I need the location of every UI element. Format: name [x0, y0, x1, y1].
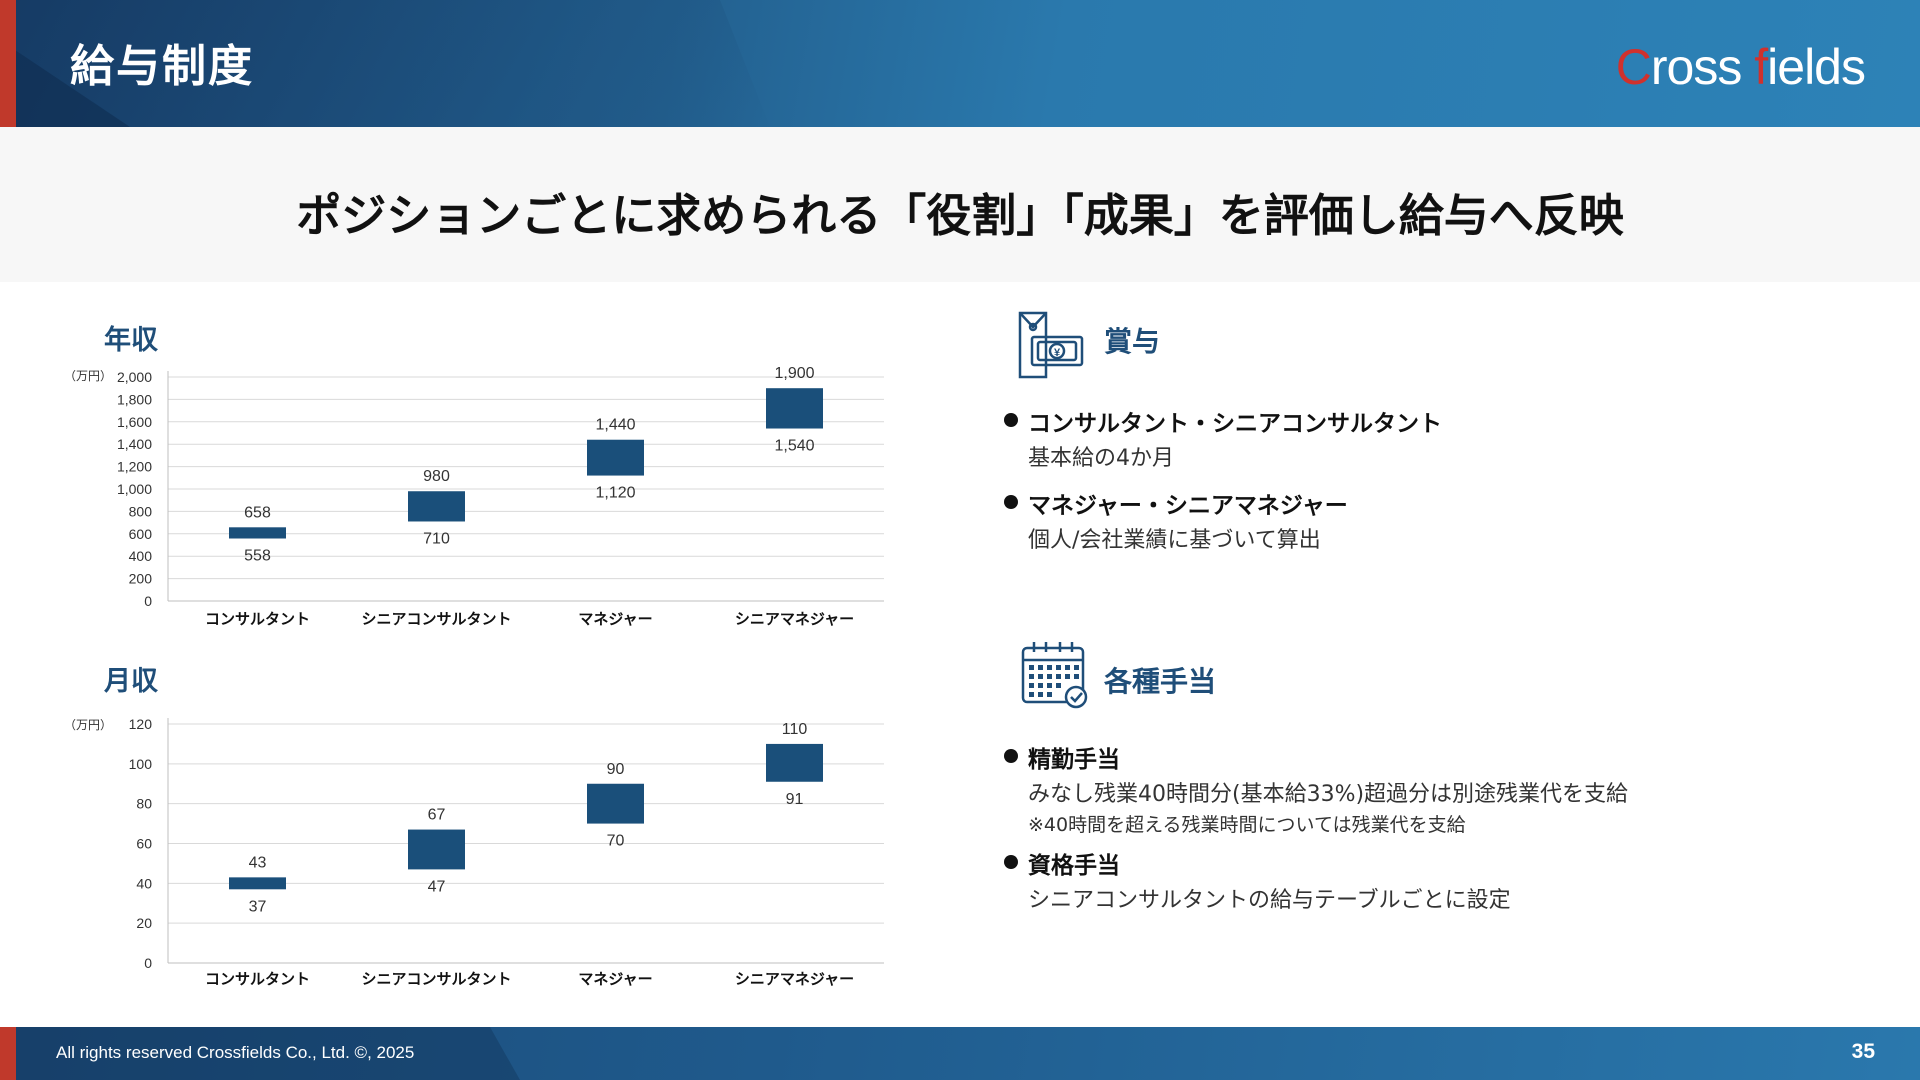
- salary-range-bar: [587, 783, 644, 824]
- calendar-check-icon: [1020, 640, 1090, 714]
- bar-high-label: 658: [244, 504, 271, 521]
- header-bar: 給与制度 Cross fields: [0, 0, 1920, 127]
- y-tick-label: 80: [136, 796, 152, 812]
- y-tick-label: 200: [129, 571, 153, 587]
- salary-range-bar: [408, 491, 465, 522]
- bullet-dot: [1004, 495, 1018, 509]
- bar-high-label: 110: [782, 721, 808, 738]
- slide-subtitle: ポジションごとに求められる「役割」「成果」を評価し給与へ反映: [296, 189, 1624, 242]
- logo-text-ields: ields: [1767, 39, 1866, 95]
- bar-low-label: 47: [428, 878, 446, 895]
- bar-low-label: 91: [786, 791, 804, 808]
- allowance-item: 資格手当 シニアコンサルタントの給与テーブルごとに設定: [1004, 846, 1511, 914]
- footer-shade: [0, 1027, 520, 1080]
- category-label: コンサルタント: [205, 611, 310, 628]
- bonus-item-text: 個人/会社業績に基づいて算出: [1028, 528, 1321, 553]
- money-envelope-icon: ¥: [1016, 309, 1088, 385]
- logo-text-ross: ross: [1650, 39, 1742, 95]
- unit-label: （万円）: [64, 369, 112, 383]
- bonus-item-title: マネジャー・シニアマネジャー: [1028, 493, 1348, 519]
- allowance-item-note: ※40時間を超える残業時間については残業代を支給: [1028, 814, 1466, 836]
- footer-accent-bar: [0, 1027, 16, 1080]
- page-title: 給与制度: [70, 41, 254, 92]
- bar-low-label: 37: [249, 898, 267, 915]
- bullet-dot: [1004, 413, 1018, 427]
- bar-low-label: 558: [244, 548, 271, 565]
- salary-range-bar: [587, 439, 644, 476]
- y-tick-label: 400: [129, 548, 153, 564]
- allowance-item-text: シニアコンサルタントの給与テーブルごとに設定: [1028, 888, 1511, 913]
- y-tick-label: 600: [129, 526, 153, 542]
- y-tick-label: 0: [144, 955, 152, 971]
- y-tick-label: 1,600: [117, 414, 152, 430]
- y-tick-label: 40: [136, 875, 152, 891]
- salary-range-bar: [408, 829, 465, 870]
- allowances-heading: 各種手当: [1104, 665, 1217, 698]
- category-label: マネジャー: [578, 971, 652, 988]
- svg-text:¥: ¥: [1054, 347, 1061, 359]
- allowance-item-title: 資格手当: [1028, 853, 1120, 879]
- unit-label: （万円）: [64, 718, 112, 732]
- y-tick-label: 800: [129, 503, 153, 519]
- bonus-item: コンサルタント・シニアコンサルタント 基本給の4か月: [1004, 404, 1442, 472]
- copyright-text: All rights reserved Crossfields Co., Ltd…: [56, 1043, 415, 1062]
- category-label: コンサルタント: [205, 971, 310, 988]
- category-label: シニアマネジャー: [735, 971, 854, 988]
- bar-high-label: 67: [428, 807, 446, 824]
- category-label: シニアコンサルタント: [361, 611, 511, 628]
- subtitle-band: ポジションごとに求められる「役割」「成果」を評価し給与へ反映: [0, 127, 1920, 282]
- monthly-salary-chart-title: 月収: [104, 666, 158, 697]
- page-number: 35: [1851, 1040, 1875, 1063]
- salary-range-bar: [229, 877, 286, 890]
- y-tick-label: 60: [136, 836, 152, 852]
- y-tick-label: 0: [144, 593, 152, 609]
- y-tick-label: 1,000: [117, 481, 152, 497]
- bar-high-label: 90: [607, 761, 625, 778]
- bullet-dot: [1004, 855, 1018, 869]
- logo-letter-f: f: [1754, 39, 1768, 95]
- category-label: シニアマネジャー: [735, 611, 854, 628]
- bonus-item-text: 基本給の4か月: [1028, 446, 1174, 471]
- y-tick-label: 1,400: [117, 436, 152, 452]
- bar-low-label: 1,120: [595, 485, 635, 502]
- bar-high-label: 1,440: [595, 417, 635, 434]
- category-label: マネジャー: [578, 611, 652, 628]
- company-logo: Cross fields: [1615, 38, 1866, 96]
- bar-low-label: 70: [607, 833, 625, 850]
- allowance-item-text: みなし残業40時間分(基本給33%)超過分は別途残業代を支給: [1028, 782, 1629, 807]
- y-tick-label: 1,800: [117, 391, 152, 407]
- bar-low-label: 1,540: [774, 438, 814, 455]
- y-tick-label: 2,000: [117, 369, 152, 385]
- allowance-item: 精勤手当 みなし残業40時間分(基本給33%)超過分は別途残業代を支給 ※40時…: [1004, 740, 1629, 837]
- allowance-item-title: 精勤手当: [1028, 747, 1120, 773]
- header-accent-bar: [0, 0, 16, 127]
- salary-range-bar: [766, 743, 823, 782]
- bonus-item: マネジャー・シニアマネジャー 個人/会社業績に基づいて算出: [1004, 486, 1348, 554]
- bullet-dot: [1004, 749, 1018, 763]
- footer-bar: All rights reserved Crossfields Co., Ltd…: [0, 1027, 1920, 1080]
- y-tick-label: 100: [129, 756, 153, 772]
- y-tick-label: 120: [129, 716, 153, 732]
- y-tick-label: 1,200: [117, 459, 152, 475]
- annual-salary-chart-title: 年収: [104, 325, 158, 356]
- bar-low-label: 710: [423, 530, 450, 547]
- salary-range-bar: [766, 388, 823, 429]
- bar-high-label: 980: [423, 468, 450, 485]
- logo-letter-c: C: [1615, 39, 1652, 95]
- bonus-item-title: コンサルタント・シニアコンサルタント: [1028, 411, 1442, 437]
- y-tick-label: 20: [136, 915, 152, 931]
- salary-range-bar: [229, 527, 286, 539]
- header-shade: [0, 0, 770, 127]
- bar-high-label: 1,900: [774, 365, 814, 382]
- bonus-heading: 賞与: [1104, 325, 1161, 358]
- category-label: シニアコンサルタント: [361, 971, 511, 988]
- bar-high-label: 43: [249, 854, 267, 871]
